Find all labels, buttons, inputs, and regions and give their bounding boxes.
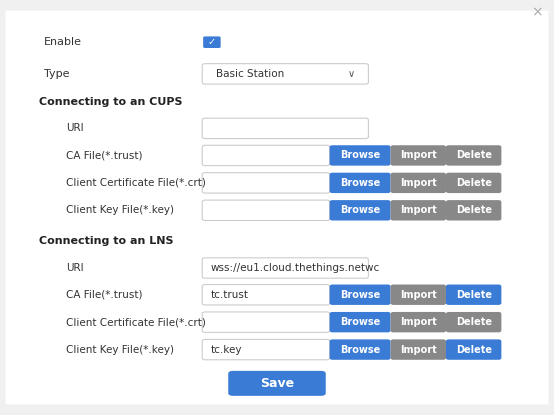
- FancyBboxPatch shape: [202, 258, 368, 278]
- FancyBboxPatch shape: [330, 173, 391, 193]
- FancyBboxPatch shape: [202, 339, 330, 360]
- FancyBboxPatch shape: [202, 173, 330, 193]
- Text: Client Key File(*.key): Client Key File(*.key): [66, 205, 175, 215]
- Text: Delete: Delete: [456, 205, 491, 215]
- FancyBboxPatch shape: [202, 285, 330, 305]
- FancyBboxPatch shape: [391, 312, 446, 332]
- Text: Browse: Browse: [340, 151, 380, 161]
- Text: ×: ×: [532, 5, 543, 20]
- FancyBboxPatch shape: [330, 145, 391, 166]
- FancyBboxPatch shape: [391, 339, 446, 360]
- Text: tc.key: tc.key: [211, 344, 242, 354]
- Text: tc.trust: tc.trust: [211, 290, 249, 300]
- Text: Browse: Browse: [340, 317, 380, 327]
- FancyBboxPatch shape: [391, 200, 446, 220]
- FancyBboxPatch shape: [330, 200, 391, 220]
- Text: Import: Import: [400, 178, 437, 188]
- FancyBboxPatch shape: [330, 285, 391, 305]
- FancyBboxPatch shape: [6, 10, 548, 405]
- Text: Enable: Enable: [44, 37, 83, 47]
- Text: ∨: ∨: [348, 69, 355, 79]
- Text: wss://eu1.cloud.thethings.netwc: wss://eu1.cloud.thethings.netwc: [211, 263, 380, 273]
- Text: Browse: Browse: [340, 178, 380, 188]
- FancyBboxPatch shape: [391, 145, 446, 166]
- FancyBboxPatch shape: [202, 312, 330, 332]
- FancyBboxPatch shape: [446, 285, 501, 305]
- Text: CA File(*.trust): CA File(*.trust): [66, 290, 143, 300]
- FancyBboxPatch shape: [391, 285, 446, 305]
- Text: Browse: Browse: [340, 344, 380, 354]
- FancyBboxPatch shape: [204, 37, 220, 47]
- FancyBboxPatch shape: [330, 339, 391, 360]
- FancyBboxPatch shape: [446, 173, 501, 193]
- Text: Client Key File(*.key): Client Key File(*.key): [66, 344, 175, 354]
- FancyBboxPatch shape: [446, 312, 501, 332]
- Text: Import: Import: [400, 344, 437, 354]
- Text: Delete: Delete: [456, 151, 491, 161]
- Text: Delete: Delete: [456, 178, 491, 188]
- Text: Import: Import: [400, 151, 437, 161]
- Text: Type: Type: [44, 69, 70, 79]
- Text: Import: Import: [400, 317, 437, 327]
- Text: Import: Import: [400, 290, 437, 300]
- FancyBboxPatch shape: [202, 200, 330, 220]
- FancyBboxPatch shape: [228, 371, 326, 396]
- Text: Client Certificate File(*.crt): Client Certificate File(*.crt): [66, 317, 206, 327]
- Text: Client Certificate File(*.crt): Client Certificate File(*.crt): [66, 178, 206, 188]
- Text: URI: URI: [66, 123, 84, 133]
- Text: Delete: Delete: [456, 317, 491, 327]
- FancyBboxPatch shape: [202, 145, 330, 166]
- Text: Save: Save: [260, 377, 294, 390]
- Text: Import: Import: [400, 205, 437, 215]
- FancyBboxPatch shape: [446, 145, 501, 166]
- Text: URI: URI: [66, 263, 84, 273]
- Text: ✓: ✓: [208, 37, 216, 47]
- Text: Connecting to an LNS: Connecting to an LNS: [39, 236, 173, 246]
- Text: Browse: Browse: [340, 290, 380, 300]
- FancyBboxPatch shape: [446, 200, 501, 220]
- FancyBboxPatch shape: [446, 339, 501, 360]
- Text: Connecting to an CUPS: Connecting to an CUPS: [39, 97, 182, 107]
- FancyBboxPatch shape: [202, 118, 368, 139]
- Text: CA File(*.trust): CA File(*.trust): [66, 151, 143, 161]
- Text: Delete: Delete: [456, 290, 491, 300]
- Text: Basic Station: Basic Station: [216, 69, 284, 79]
- FancyBboxPatch shape: [330, 312, 391, 332]
- FancyBboxPatch shape: [391, 173, 446, 193]
- Text: Delete: Delete: [456, 344, 491, 354]
- Text: Browse: Browse: [340, 205, 380, 215]
- FancyBboxPatch shape: [202, 63, 368, 84]
